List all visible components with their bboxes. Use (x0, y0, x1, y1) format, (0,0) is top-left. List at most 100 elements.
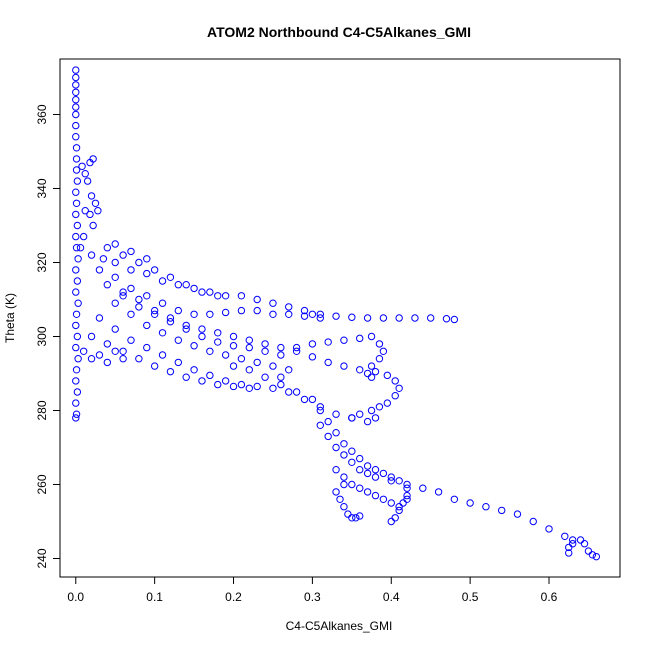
data-point (269, 299, 277, 307)
data-point (277, 380, 285, 389)
data-points (72, 66, 601, 561)
data-point (87, 251, 96, 259)
data-point (356, 454, 364, 463)
data-point (72, 121, 80, 130)
data-point (300, 312, 309, 320)
data-point (348, 313, 356, 321)
data-point (336, 495, 344, 503)
data-point (348, 458, 356, 466)
data-point (111, 299, 119, 307)
data-point (72, 144, 81, 152)
data-point (229, 332, 238, 341)
data-point (99, 255, 108, 263)
data-point (356, 410, 364, 418)
data-point (158, 329, 167, 337)
data-point (174, 306, 183, 315)
data-point (580, 540, 589, 548)
data-point (466, 499, 474, 507)
data-point (253, 382, 261, 391)
data-point (561, 532, 569, 540)
data-point (588, 551, 597, 559)
data-point (150, 306, 159, 315)
data-point (450, 315, 459, 324)
data-point (91, 199, 100, 208)
data-point (332, 312, 340, 320)
data-point (237, 292, 246, 300)
data-point (308, 395, 317, 404)
data-point (371, 367, 380, 376)
data-point (158, 277, 167, 285)
data-point (72, 377, 80, 385)
data-point (111, 273, 119, 281)
data-point (367, 332, 376, 341)
data-point (379, 347, 388, 355)
data-point (383, 371, 392, 380)
data-point (324, 432, 332, 441)
data-point (72, 96, 80, 104)
x-tick-label: 0.4 (383, 590, 400, 604)
data-point (332, 410, 340, 418)
data-point (324, 358, 332, 367)
data-point (513, 510, 522, 518)
data-point (214, 329, 222, 337)
y-tick-label: 280 (35, 400, 49, 420)
x-tick-label: 0.6 (541, 590, 558, 604)
data-point (103, 358, 112, 367)
data-point (111, 258, 119, 267)
data-point (316, 314, 324, 322)
data-point (72, 199, 81, 208)
data-point (356, 334, 364, 343)
data-point (72, 73, 80, 82)
data-point (367, 406, 376, 415)
data-point (74, 255, 82, 263)
data-point (245, 366, 253, 374)
data-point (72, 414, 80, 422)
data-point (363, 417, 372, 426)
data-point (379, 495, 388, 503)
data-point (81, 170, 89, 178)
data-point (285, 310, 293, 318)
data-point (229, 382, 238, 391)
data-point (190, 284, 198, 293)
plot-frame (59, 58, 621, 578)
data-point (387, 477, 395, 485)
data-point (72, 210, 80, 219)
data-point (127, 284, 135, 293)
data-point (269, 310, 277, 318)
data-point (391, 377, 399, 385)
data-point (348, 514, 356, 522)
data-point (166, 367, 175, 376)
data-point (363, 462, 372, 470)
data-point (73, 277, 82, 285)
data-point (206, 310, 214, 318)
data-point (277, 373, 285, 381)
data-point (135, 258, 143, 267)
data-point (269, 384, 277, 392)
data-point (332, 488, 340, 496)
x-tick-label: 0.3 (304, 590, 321, 604)
data-point (482, 503, 490, 511)
data-point (150, 266, 159, 274)
data-point (565, 543, 573, 552)
y-tick-label: 340 (35, 178, 49, 198)
data-point (73, 177, 82, 185)
data-point (277, 343, 285, 352)
data-point (285, 303, 293, 311)
data-point (340, 451, 348, 459)
data-point (221, 377, 230, 385)
x-tick-label: 0.5 (462, 590, 479, 604)
data-point (103, 340, 112, 348)
data-point (427, 314, 435, 322)
data-point (190, 310, 198, 318)
data-point (198, 325, 206, 333)
y-tick-label: 240 (35, 548, 49, 568)
data-point (83, 177, 92, 185)
data-point (73, 332, 82, 341)
data-point (497, 506, 506, 515)
data-point (182, 281, 190, 289)
data-point (95, 314, 104, 322)
data-point (253, 306, 261, 315)
data-point (356, 366, 364, 374)
data-point (119, 251, 127, 259)
